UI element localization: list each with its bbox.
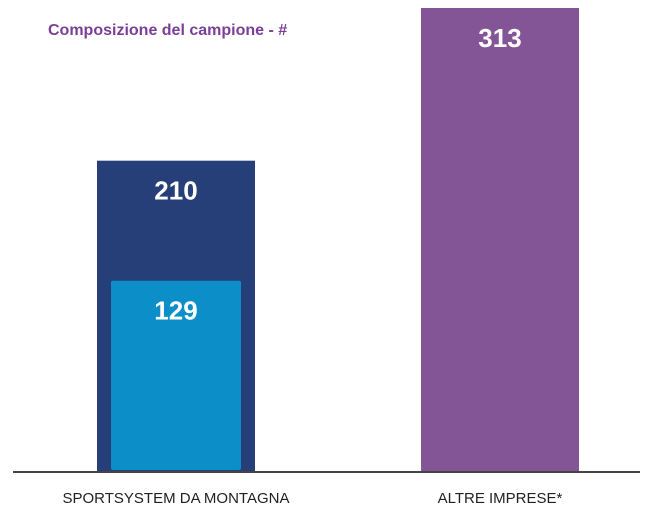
bar — [421, 8, 579, 472]
chart-title: Composizione del campione - # — [48, 22, 287, 39]
inner-value-label: 129 — [154, 296, 197, 326]
value-label: 313 — [478, 23, 521, 53]
inner-bar — [111, 280, 241, 470]
x-tick-label: SPORTSYSTEM DA MONTAGNA — [63, 490, 290, 507]
x-tick-label: ALTRE IMPRESE* — [438, 490, 563, 507]
value-label: 210 — [154, 176, 197, 206]
